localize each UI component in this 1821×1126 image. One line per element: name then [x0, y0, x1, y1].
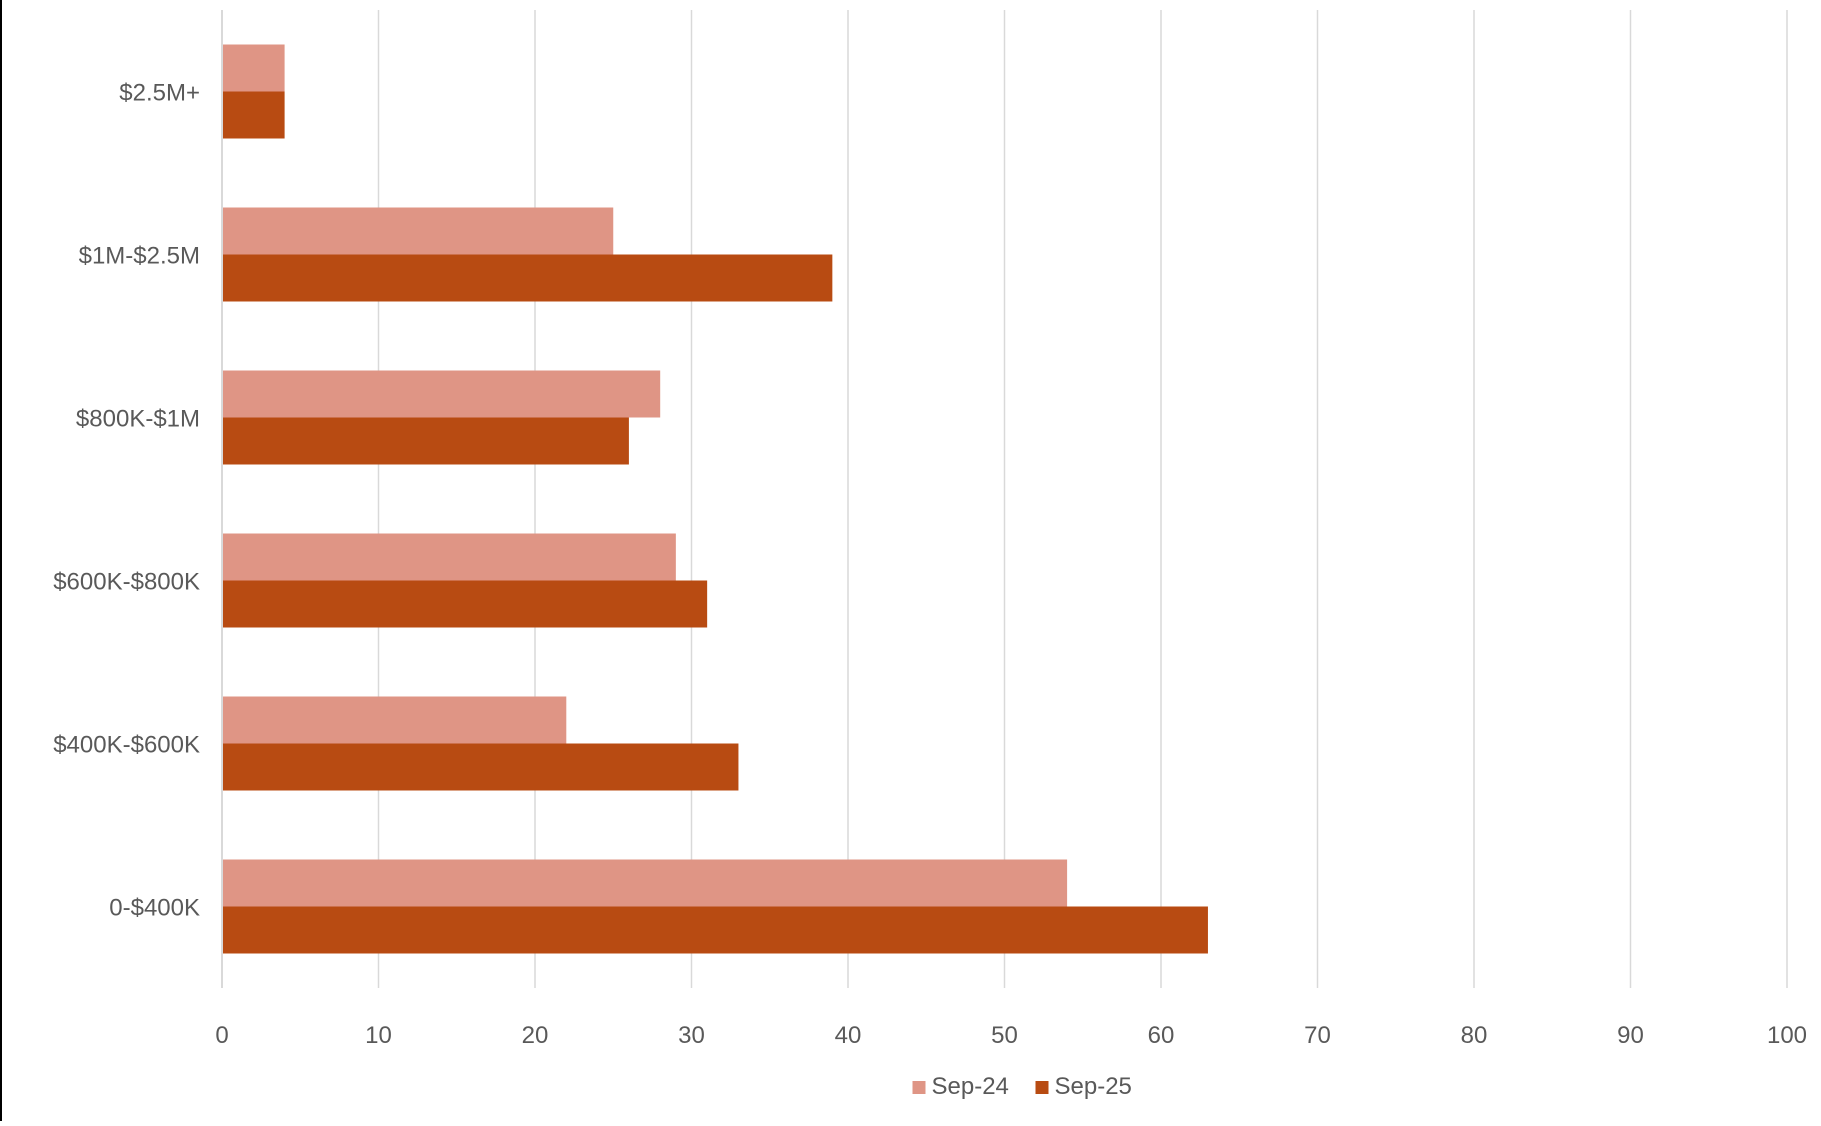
- x-tick-label: 90: [1617, 1022, 1644, 1049]
- y-category-label: $400K-$600K: [53, 732, 200, 759]
- x-tick-label: 40: [835, 1022, 862, 1049]
- x-tick-label: 10: [365, 1022, 392, 1049]
- bars: [222, 44, 1208, 954]
- legend-label-sep-25: Sep-25: [1055, 1073, 1132, 1100]
- y-category-label: $1M-$2.5M: [79, 243, 200, 270]
- axes: 0 10 20 30 40 50 60 70 80 90 100 $2.5M+ $1M-$2.5M $80…: [53, 10, 1807, 1049]
- x-tick-label: 80: [1461, 1022, 1488, 1049]
- bar-sep-25-2: [222, 417, 629, 465]
- bar-sep-24-0: [222, 44, 285, 92]
- legend-label-sep-24: Sep-24: [932, 1073, 1009, 1100]
- bar-sep-24-3: [222, 533, 676, 581]
- y-category-label: $600K-$800K: [53, 569, 200, 596]
- x-tick-label: 70: [1304, 1022, 1331, 1049]
- bar-sep-25-5: [222, 906, 1208, 954]
- x-tick-label: 30: [678, 1022, 705, 1049]
- legend: Sep-24 Sep-25: [912, 1073, 1132, 1100]
- x-tick-label: 0: [215, 1022, 228, 1049]
- y-category-label: 0-$400K: [109, 895, 200, 922]
- y-category-label: $800K-$1M: [76, 406, 200, 433]
- bar-sep-25-1: [222, 254, 833, 302]
- bar-sep-24-5: [222, 859, 1068, 907]
- bar-sep-24-4: [222, 696, 567, 744]
- x-tick-label: 60: [1148, 1022, 1175, 1049]
- bar-sep-24-1: [222, 207, 614, 255]
- left-frame-edge: [0, 0, 2, 1121]
- bar-sep-25-4: [222, 743, 739, 791]
- bar-sep-24-2: [222, 370, 661, 418]
- bar-sep-25-0: [222, 91, 285, 139]
- x-tick-label: 100: [1767, 1022, 1807, 1049]
- x-tick-label: 20: [522, 1022, 549, 1049]
- legend-swatch-sep-24: [912, 1081, 926, 1094]
- bar-sep-25-3: [222, 580, 708, 628]
- y-category-label: $2.5M+: [119, 80, 200, 107]
- legend-swatch-sep-25: [1035, 1081, 1049, 1094]
- gridlines: [377, 10, 1788, 988]
- x-tick-label: 50: [991, 1022, 1018, 1049]
